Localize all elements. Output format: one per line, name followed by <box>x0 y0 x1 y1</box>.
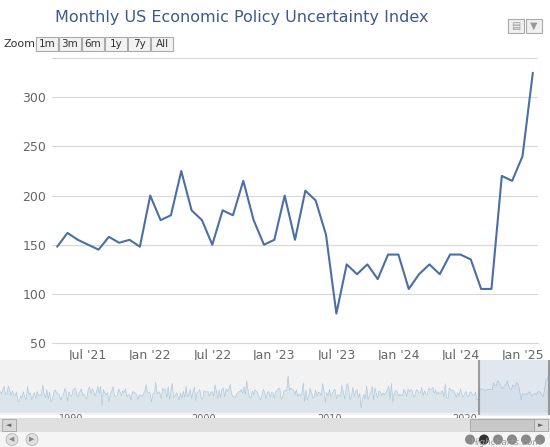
Text: 2020: 2020 <box>452 414 477 424</box>
Bar <box>105 37 127 51</box>
Text: 6m: 6m <box>85 39 101 49</box>
Text: 7y: 7y <box>133 39 145 49</box>
Text: 1990: 1990 <box>59 414 84 424</box>
Bar <box>534 419 548 431</box>
Circle shape <box>493 434 503 444</box>
Text: ▤: ▤ <box>512 21 521 31</box>
Circle shape <box>26 434 38 446</box>
Text: Zoom: Zoom <box>4 39 36 49</box>
Circle shape <box>521 434 531 444</box>
Text: ◄: ◄ <box>6 422 12 428</box>
Bar <box>82 37 104 51</box>
Text: 1y: 1y <box>109 39 122 49</box>
Bar <box>526 19 542 33</box>
Text: ►: ► <box>538 422 544 428</box>
Text: 2010: 2010 <box>318 414 342 424</box>
Text: Monthly US Economic Policy Uncertainty Index: Monthly US Economic Policy Uncertainty I… <box>55 10 429 25</box>
Text: All: All <box>156 39 168 49</box>
Text: ▼: ▼ <box>530 21 538 31</box>
Bar <box>470 419 534 431</box>
Bar <box>128 37 150 51</box>
Circle shape <box>465 434 475 444</box>
Text: ◀: ◀ <box>9 437 15 443</box>
Text: 3m: 3m <box>62 39 78 49</box>
Bar <box>2 419 16 431</box>
Bar <box>36 37 58 51</box>
Text: 1m: 1m <box>39 39 56 49</box>
Bar <box>151 37 173 51</box>
Circle shape <box>6 434 18 446</box>
Text: ▶: ▶ <box>29 437 35 443</box>
Circle shape <box>507 434 517 444</box>
Text: 2000: 2000 <box>191 414 216 424</box>
Bar <box>508 19 524 33</box>
Bar <box>59 37 81 51</box>
Circle shape <box>535 434 545 444</box>
Text: Highcharts.com: Highcharts.com <box>471 438 542 447</box>
Circle shape <box>479 434 489 444</box>
